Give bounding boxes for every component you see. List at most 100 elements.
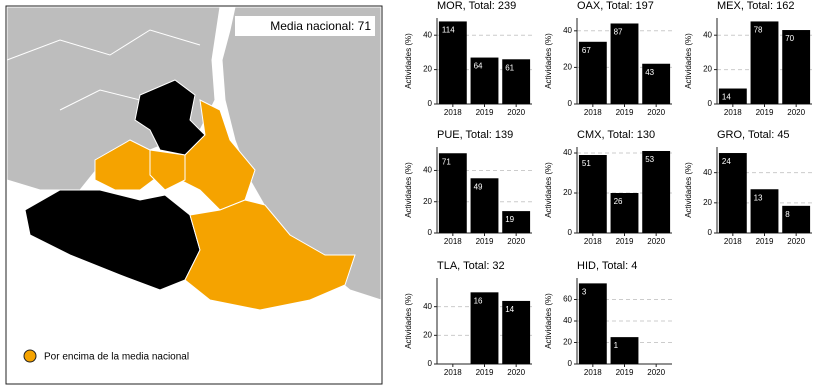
- bar: [438, 153, 467, 233]
- y-tick-label: 20: [703, 65, 712, 74]
- state: [149, 149, 186, 191]
- bar: [642, 63, 671, 104]
- bar-count-label: 13: [754, 193, 763, 202]
- bar: [750, 21, 779, 104]
- bar: [642, 151, 671, 233]
- land: [7, 6, 382, 301]
- panel-title: TLA, Total: 32: [437, 260, 505, 272]
- y-tick-label: 0: [568, 359, 573, 368]
- bar-count-label: 53: [645, 155, 654, 164]
- y-tick-label: 20: [423, 197, 432, 206]
- state: [184, 199, 356, 311]
- x-tick-label: 2018: [584, 368, 602, 377]
- x-tick-label: 2018: [444, 368, 462, 377]
- bar-count-label: 64: [474, 62, 483, 71]
- y-tick-label: 20: [703, 198, 712, 207]
- x-tick-label: 2018: [584, 108, 602, 117]
- y-tick-label: 20: [423, 65, 432, 74]
- y-tick-label: 40: [423, 166, 432, 175]
- panel-title: MOR, Total: 239: [437, 0, 516, 12]
- x-tick-label: 2019: [476, 108, 494, 117]
- bar-count-label: 87: [614, 28, 623, 37]
- y-tick-label: 0: [708, 228, 713, 237]
- panel-title: OAX, Total: 197: [577, 0, 654, 12]
- bar-count-label: 26: [614, 197, 623, 206]
- y-tick-label: 40: [423, 30, 432, 39]
- y-axis-label: Actividades (%): [544, 33, 553, 89]
- y-tick-label: 0: [428, 359, 433, 368]
- y-tick-label: 60: [563, 295, 572, 304]
- x-tick-label: 2019: [616, 237, 634, 246]
- state: [94, 139, 161, 191]
- bar-count-label: 67: [582, 46, 591, 55]
- bar-count-label: 71: [442, 157, 451, 166]
- bar: [782, 30, 811, 104]
- y-axis-label: Actividades (%): [544, 162, 553, 218]
- bar: [470, 178, 499, 233]
- bar-count-label: 78: [754, 26, 763, 35]
- bar: [470, 292, 499, 364]
- annotation-box: [235, 16, 375, 36]
- y-tick-label: 40: [563, 148, 572, 157]
- bar-count-label: 43: [645, 68, 654, 77]
- bar: [578, 155, 607, 233]
- bar: [610, 193, 639, 233]
- bar-count-label: 49: [474, 182, 483, 191]
- y-tick-label: 0: [568, 228, 573, 237]
- map-annotation: Media nacional: 71: [270, 19, 371, 33]
- panel-title: MEX, Total: 162: [717, 0, 794, 12]
- y-tick-label: 20: [423, 330, 432, 339]
- bar-count-label: 19: [505, 215, 514, 224]
- y-tick-label: 0: [428, 99, 433, 108]
- bar: [718, 88, 747, 104]
- border: [6, 29, 201, 111]
- y-axis-label: Actividades (%): [544, 293, 553, 349]
- bar-count-label: 14: [505, 305, 514, 314]
- bar-count-label: 24: [722, 157, 731, 166]
- bar: [438, 21, 467, 104]
- bar: [782, 205, 811, 233]
- x-tick-label: 2020: [787, 237, 805, 246]
- bar: [610, 337, 639, 364]
- bar: [578, 41, 607, 104]
- legend-swatch: [23, 349, 37, 363]
- x-tick-label: 2018: [724, 237, 742, 246]
- y-tick-label: 20: [563, 338, 572, 347]
- bar: [610, 23, 639, 104]
- x-tick-label: 2019: [756, 108, 774, 117]
- x-tick-label: 2020: [647, 237, 665, 246]
- bar-count-label: 51: [582, 159, 591, 168]
- bar-count-label: 8: [785, 210, 790, 219]
- bar: [718, 153, 747, 233]
- y-tick-label: 20: [563, 63, 572, 72]
- x-tick-label: 2018: [724, 108, 742, 117]
- bar: [470, 57, 499, 104]
- y-axis-label: Actividades (%): [404, 33, 413, 89]
- panel-title: PUE, Total: 139: [437, 129, 513, 141]
- y-tick-label: 0: [568, 99, 573, 108]
- bar-count-label: 16: [474, 296, 483, 305]
- bar: [750, 189, 779, 233]
- y-tick-label: 40: [703, 168, 712, 177]
- y-tick-label: 20: [563, 188, 572, 197]
- x-tick-label: 2019: [616, 368, 634, 377]
- x-tick-label: 2020: [787, 108, 805, 117]
- x-tick-label: 2018: [444, 237, 462, 246]
- x-tick-label: 2020: [507, 368, 525, 377]
- x-tick-label: 2019: [476, 368, 494, 377]
- panel-title: GRO, Total: 45: [717, 129, 790, 141]
- bar-count-label: 61: [505, 63, 514, 72]
- y-tick-label: 40: [563, 26, 572, 35]
- x-tick-label: 2018: [444, 108, 462, 117]
- y-axis-label: Actividades (%): [684, 33, 693, 89]
- y-tick-label: 40: [423, 302, 432, 311]
- bar-count-label: 70: [785, 34, 794, 43]
- legend-label: Por encima de la media nacional: [44, 352, 189, 363]
- y-axis-label: Actividades (%): [404, 162, 413, 218]
- bar: [578, 283, 607, 364]
- bar-count-label: 14: [722, 93, 731, 102]
- x-tick-label: 2020: [507, 237, 525, 246]
- y-axis-label: Actividades (%): [684, 162, 693, 218]
